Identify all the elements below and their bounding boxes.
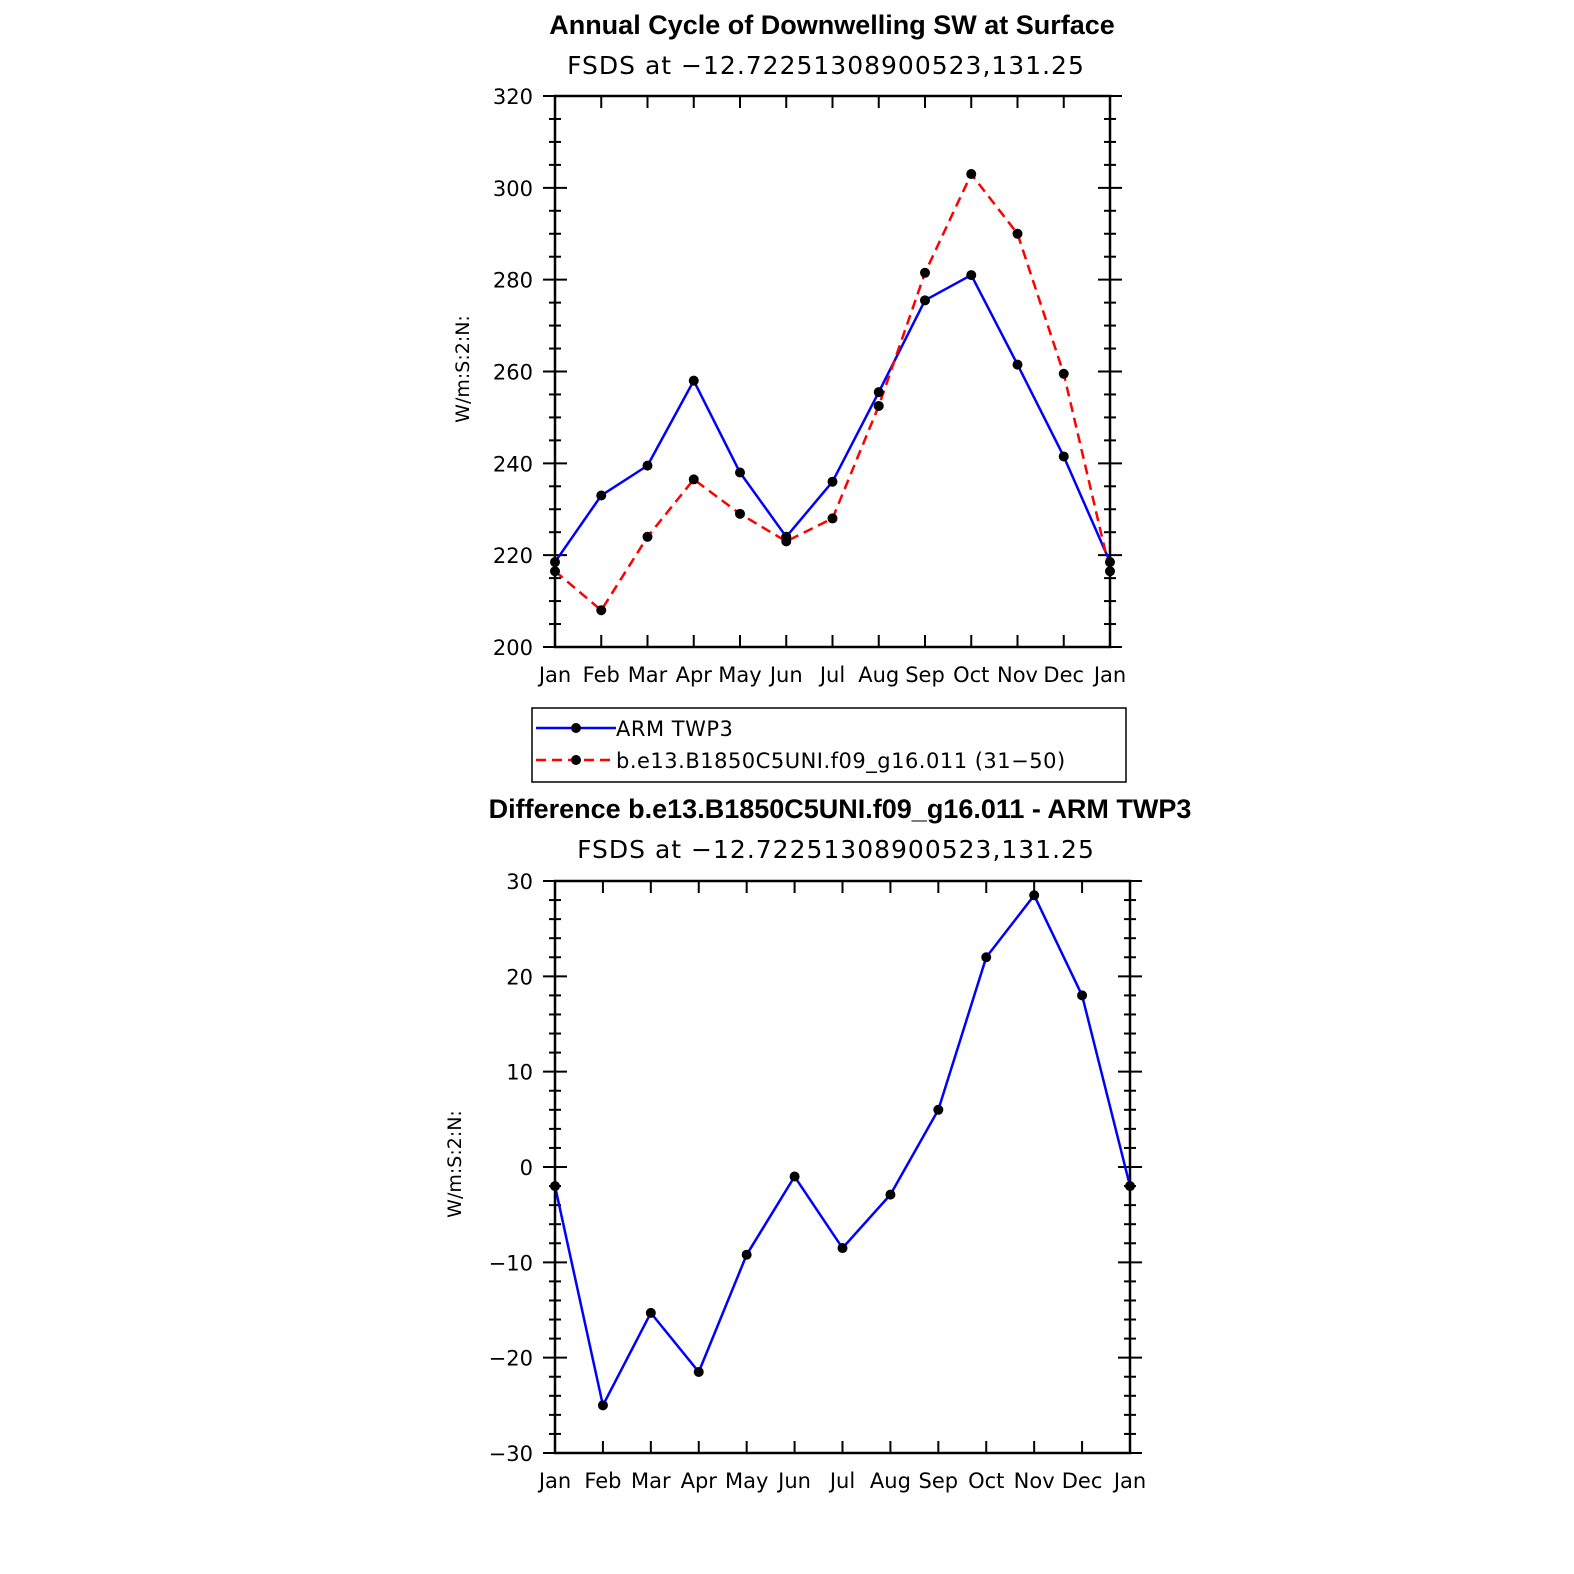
data-point-0 — [741, 1249, 752, 1260]
data-point-0 — [693, 1366, 704, 1377]
data-point-0 — [885, 1189, 896, 1200]
data-point-1 — [966, 169, 977, 180]
y-tick-label: −10 — [489, 1251, 533, 1275]
tick-labels: Jan Feb Mar Apr May Jun Jul Aug Sep Oct Nov Dec Jan−… — [489, 870, 1147, 1493]
data-point-0 — [1077, 990, 1088, 1001]
x-tick-label: Jul — [828, 1469, 855, 1493]
x-tick-label: Jan — [537, 663, 571, 687]
data-point-0 — [735, 467, 745, 478]
data-point-0 — [837, 1243, 848, 1254]
data-point-1 — [1058, 368, 1069, 379]
y-tick-label: 300 — [493, 177, 533, 201]
legend-marker-model — [571, 755, 581, 765]
series-line-0 — [553, 894, 1132, 1407]
x-tick-label: Oct — [968, 1469, 1004, 1493]
y-tick-label: 240 — [493, 452, 533, 476]
x-tick-label: Apr — [681, 1469, 718, 1493]
x-tick-label: Nov — [1014, 1469, 1055, 1493]
legend-label-model: b.e13.B1850C5UNI.f09_g16.011 (31−50) — [616, 749, 1066, 774]
y-tick-label: 260 — [493, 361, 533, 385]
data-point-0 — [596, 490, 607, 501]
data-point-0 — [1029, 890, 1040, 901]
data-point-1 — [735, 508, 745, 519]
y-tick-label: 220 — [493, 544, 533, 568]
difference-chart: Difference b.e13.B1850C5UNI.f09_g16.011 … — [444, 794, 1191, 1493]
data-point-0 — [642, 460, 653, 471]
x-tick-label: Mar — [628, 663, 668, 687]
data-point-0 — [966, 270, 977, 281]
y-tick-label: 320 — [493, 85, 533, 109]
chart-title: Annual Cycle of Downwelling SW at Surfac… — [549, 10, 1115, 40]
data-point-1 — [596, 605, 607, 616]
x-tick-label: Mar — [631, 1469, 671, 1493]
ticks — [543, 880, 1142, 1454]
x-tick-label: Sep — [905, 663, 945, 687]
series-layer — [550, 890, 1135, 1411]
chart-subtitle: FSDS at −12.72251308900523,131.25 — [577, 835, 1095, 864]
data-point-0 — [933, 1104, 944, 1115]
data-point-1 — [781, 536, 792, 547]
plot-frame — [553, 94, 1112, 649]
x-tick-label: May — [725, 1469, 768, 1493]
data-point-0 — [645, 1307, 656, 1318]
data-point-0 — [789, 1171, 800, 1182]
series-line-1 — [554, 172, 1112, 612]
x-tick-label: Feb — [583, 663, 620, 687]
x-tick-label: Dec — [1043, 663, 1084, 687]
y-tick-label: 200 — [493, 636, 533, 660]
data-point-1 — [873, 400, 884, 411]
x-tick-label: Sep — [919, 1469, 959, 1493]
y-axis-label: W/m:S:2:N: — [444, 1110, 466, 1218]
data-point-0 — [873, 387, 884, 398]
y-tick-label: −20 — [489, 1347, 533, 1371]
data-point-1 — [642, 531, 653, 542]
x-tick-label: Feb — [584, 1469, 621, 1493]
y-tick-label: 20 — [506, 965, 533, 989]
chart-subtitle: FSDS at −12.72251308900523,131.25 — [567, 51, 1085, 80]
data-point-0 — [597, 1400, 608, 1411]
legend: ARM TWP3 b.e13.B1850C5UNI.f09_g16.011 (3… — [531, 707, 1127, 783]
plot-frame — [553, 879, 1132, 1455]
x-tick-label: Nov — [997, 663, 1038, 687]
x-tick-label: Jan — [1092, 663, 1126, 687]
data-point-1 — [1012, 228, 1023, 239]
x-tick-label: Jun — [768, 663, 803, 687]
legend-marker-arm — [571, 723, 581, 733]
x-tick-label: Aug — [858, 663, 899, 687]
data-point-0 — [688, 375, 699, 386]
data-point-0 — [1012, 359, 1023, 370]
y-tick-label: 0 — [520, 1156, 533, 1180]
x-tick-label: Dec — [1062, 1469, 1103, 1493]
data-point-0 — [827, 476, 838, 487]
data-point-0 — [1058, 451, 1069, 462]
x-tick-label: Jan — [1112, 1469, 1146, 1493]
data-point-0 — [920, 295, 930, 306]
x-tick-label: Oct — [953, 663, 989, 687]
x-tick-label: May — [718, 663, 761, 687]
tick-labels: Jan Feb Mar Apr May Jun Jul Aug Sep Oct Nov Dec Jan2… — [493, 85, 1126, 687]
y-axis-label: W/m:S:2:N: — [452, 315, 474, 423]
y-tick-label: −30 — [489, 1442, 533, 1466]
x-tick-label: Jun — [776, 1469, 811, 1493]
y-tick-label: 280 — [493, 269, 533, 293]
y-tick-label: 10 — [506, 1061, 533, 1085]
data-point-0 — [981, 952, 992, 963]
data-point-1 — [827, 513, 838, 524]
data-point-1 — [920, 267, 930, 278]
x-tick-label: Jul — [818, 663, 845, 687]
y-tick-label: 30 — [506, 870, 533, 894]
x-tick-label: Aug — [870, 1469, 911, 1493]
x-tick-label: Jan — [537, 1469, 571, 1493]
x-tick-label: Apr — [676, 663, 713, 687]
legend-box — [531, 707, 1127, 783]
annual-cycle-chart: Annual Cycle of Downwelling SW at Surfac… — [452, 10, 1126, 687]
legend-label-arm: ARM TWP3 — [616, 717, 733, 741]
chart-title: Difference b.e13.B1850C5UNI.f09_g16.011 … — [489, 794, 1192, 824]
series-layer — [550, 169, 1115, 616]
data-point-1 — [688, 474, 699, 485]
